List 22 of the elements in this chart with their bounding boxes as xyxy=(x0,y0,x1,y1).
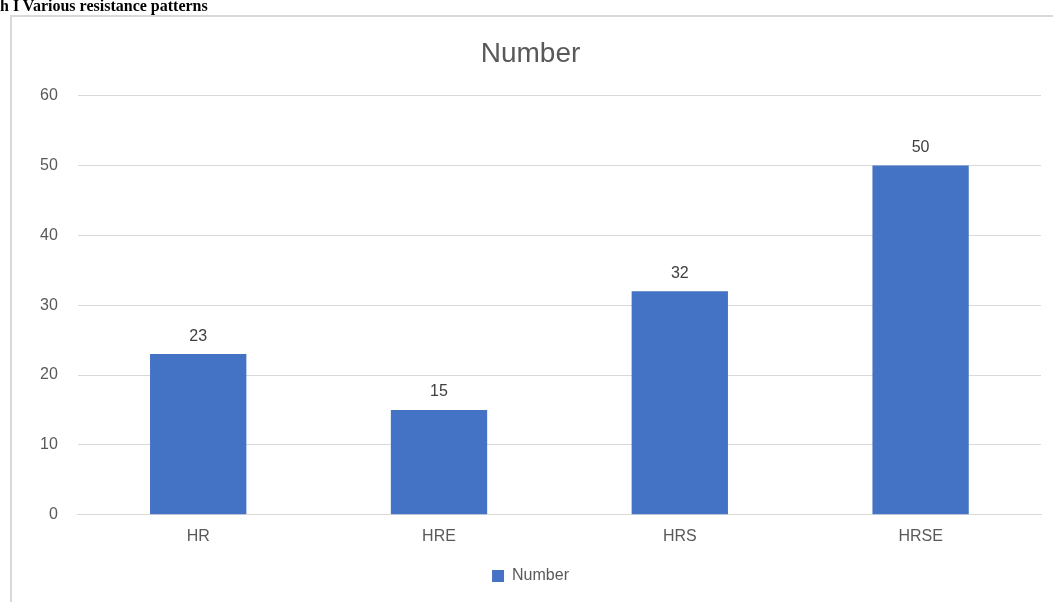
y-tick-label: 40 xyxy=(40,225,58,243)
bar xyxy=(631,291,728,515)
y-tick-label: 0 xyxy=(48,505,58,523)
bar xyxy=(390,410,488,515)
bar xyxy=(150,354,247,515)
text: h I Various resistance patterns xyxy=(0,0,208,14)
data-label: 32 xyxy=(670,263,689,281)
x-tick-label: HRE xyxy=(422,526,456,544)
y-tick-label: 20 xyxy=(40,365,58,383)
x-tick-label: HRS xyxy=(662,526,697,544)
y-tick-label: 10 xyxy=(40,435,58,453)
y-tick-label: 30 xyxy=(40,295,58,313)
data-label: 50 xyxy=(911,137,930,155)
bar xyxy=(872,165,969,515)
legend-label: Number xyxy=(512,566,570,584)
y-tick-label: 50 xyxy=(40,155,58,173)
x-tick-label: HR xyxy=(186,526,210,544)
y-tick-label: 60 xyxy=(40,86,58,104)
x-tick-label: HRSE xyxy=(898,526,943,544)
chart-title: Number xyxy=(480,36,581,68)
data-label: 15 xyxy=(430,382,448,400)
data-label: 23 xyxy=(189,326,208,344)
